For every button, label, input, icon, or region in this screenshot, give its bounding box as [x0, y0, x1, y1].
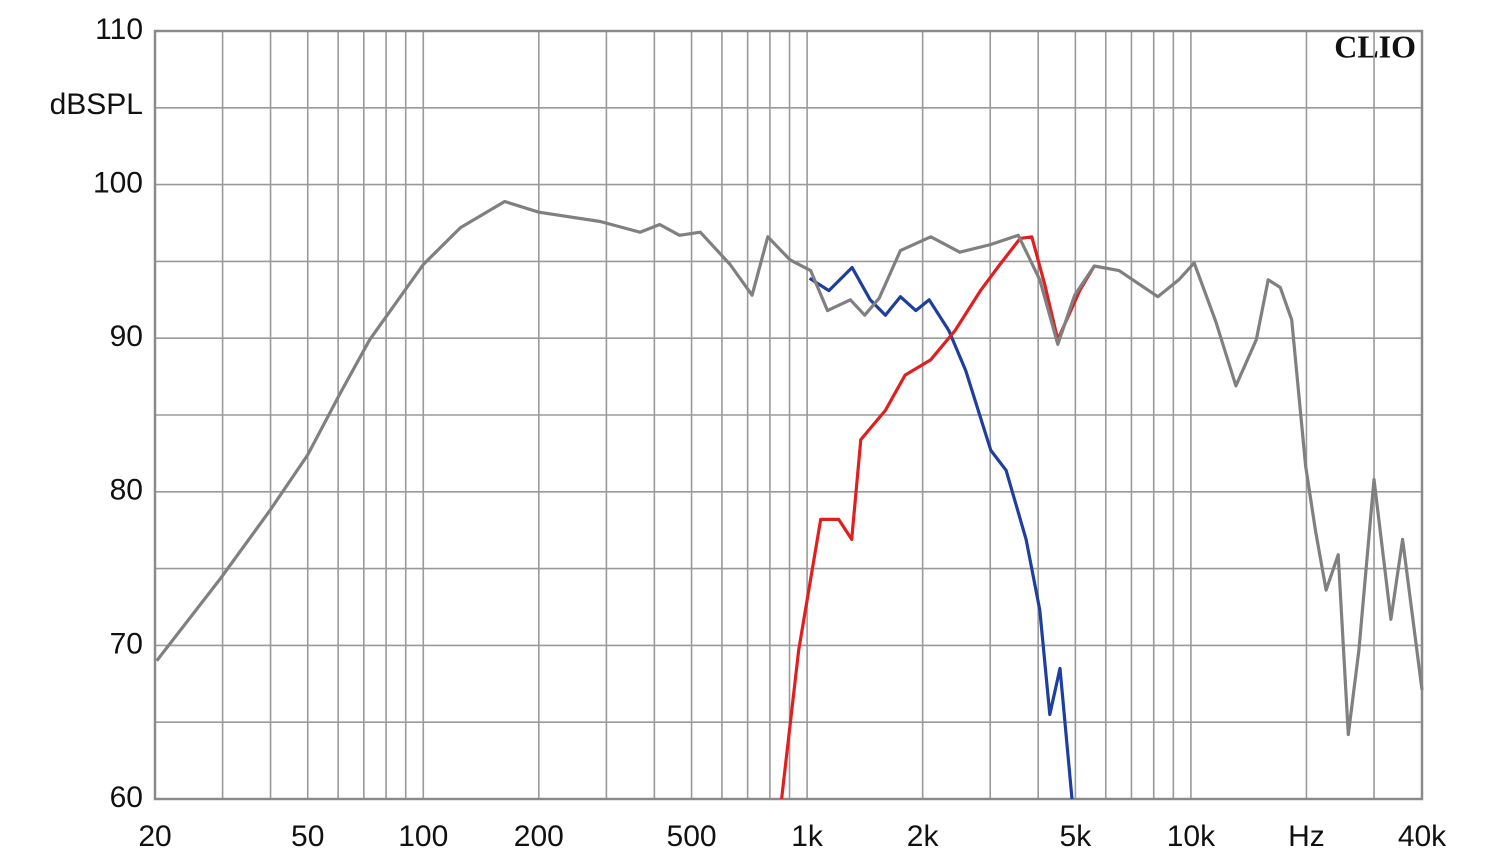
x-tick-label: Hz	[1288, 820, 1325, 853]
series-line	[155, 199, 1424, 737]
y-tick-label: 90	[110, 320, 143, 353]
series-line	[780, 235, 1096, 800]
x-tick-label: 500	[667, 820, 717, 853]
x-tick-label: 20	[138, 820, 171, 853]
x-tick-label: 40k	[1398, 820, 1447, 853]
x-tick-label: 50	[291, 820, 324, 853]
x-tick-label: 100	[398, 820, 448, 853]
y-tick-label: 110	[95, 13, 143, 46]
plot-frame	[153, 29, 1424, 801]
y-tick-label: 100	[93, 167, 143, 200]
x-tick-label: 200	[514, 820, 564, 853]
y-axis-label: dBSPL	[50, 88, 143, 121]
x-tick-label: 2k	[907, 820, 940, 853]
x-tick-label: 5k	[1060, 820, 1093, 853]
y-tick-label: 80	[110, 474, 143, 507]
x-tick-label: 10k	[1167, 820, 1216, 853]
y-tick-label: 70	[110, 627, 143, 660]
y-tick-label: 60	[110, 781, 143, 814]
series-line	[808, 265, 1074, 800]
x-tick-label: 1k	[791, 820, 824, 853]
annotation: CLIO	[1334, 28, 1416, 64]
